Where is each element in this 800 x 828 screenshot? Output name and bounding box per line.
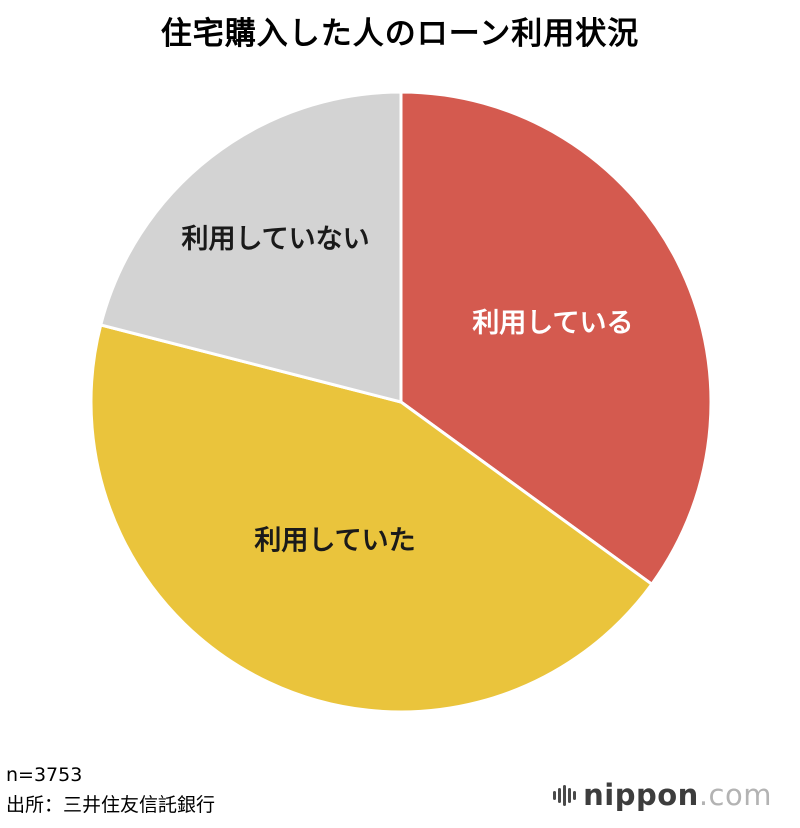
sample-size-label: n=3753 bbox=[6, 764, 83, 787]
pie-slice-riyou-shiteita bbox=[89, 323, 654, 714]
logo-tld: .com bbox=[698, 778, 772, 812]
pie-label-riyou-shiteita: 利用していた bbox=[254, 526, 415, 557]
pie-slice-riyou-shiteinai bbox=[99, 90, 403, 404]
soundwave-icon bbox=[553, 784, 577, 806]
chart-title: 住宅購入した人のローン利用状況 bbox=[160, 16, 640, 52]
pie-slice-riyou-shiteiru bbox=[399, 90, 713, 586]
nippon-logo: nippon .com bbox=[553, 778, 772, 812]
chart-footer: n=3753 出所：三井住友信託銀行 bbox=[6, 761, 215, 820]
pie-label-riyou-shiteiru: 利用している bbox=[472, 308, 633, 339]
pie-label-riyou-shiteinai: 利用していない bbox=[181, 224, 369, 255]
logo-name: nippon bbox=[583, 778, 699, 812]
source-label: 出所：三井住友信託銀行 bbox=[6, 793, 216, 816]
